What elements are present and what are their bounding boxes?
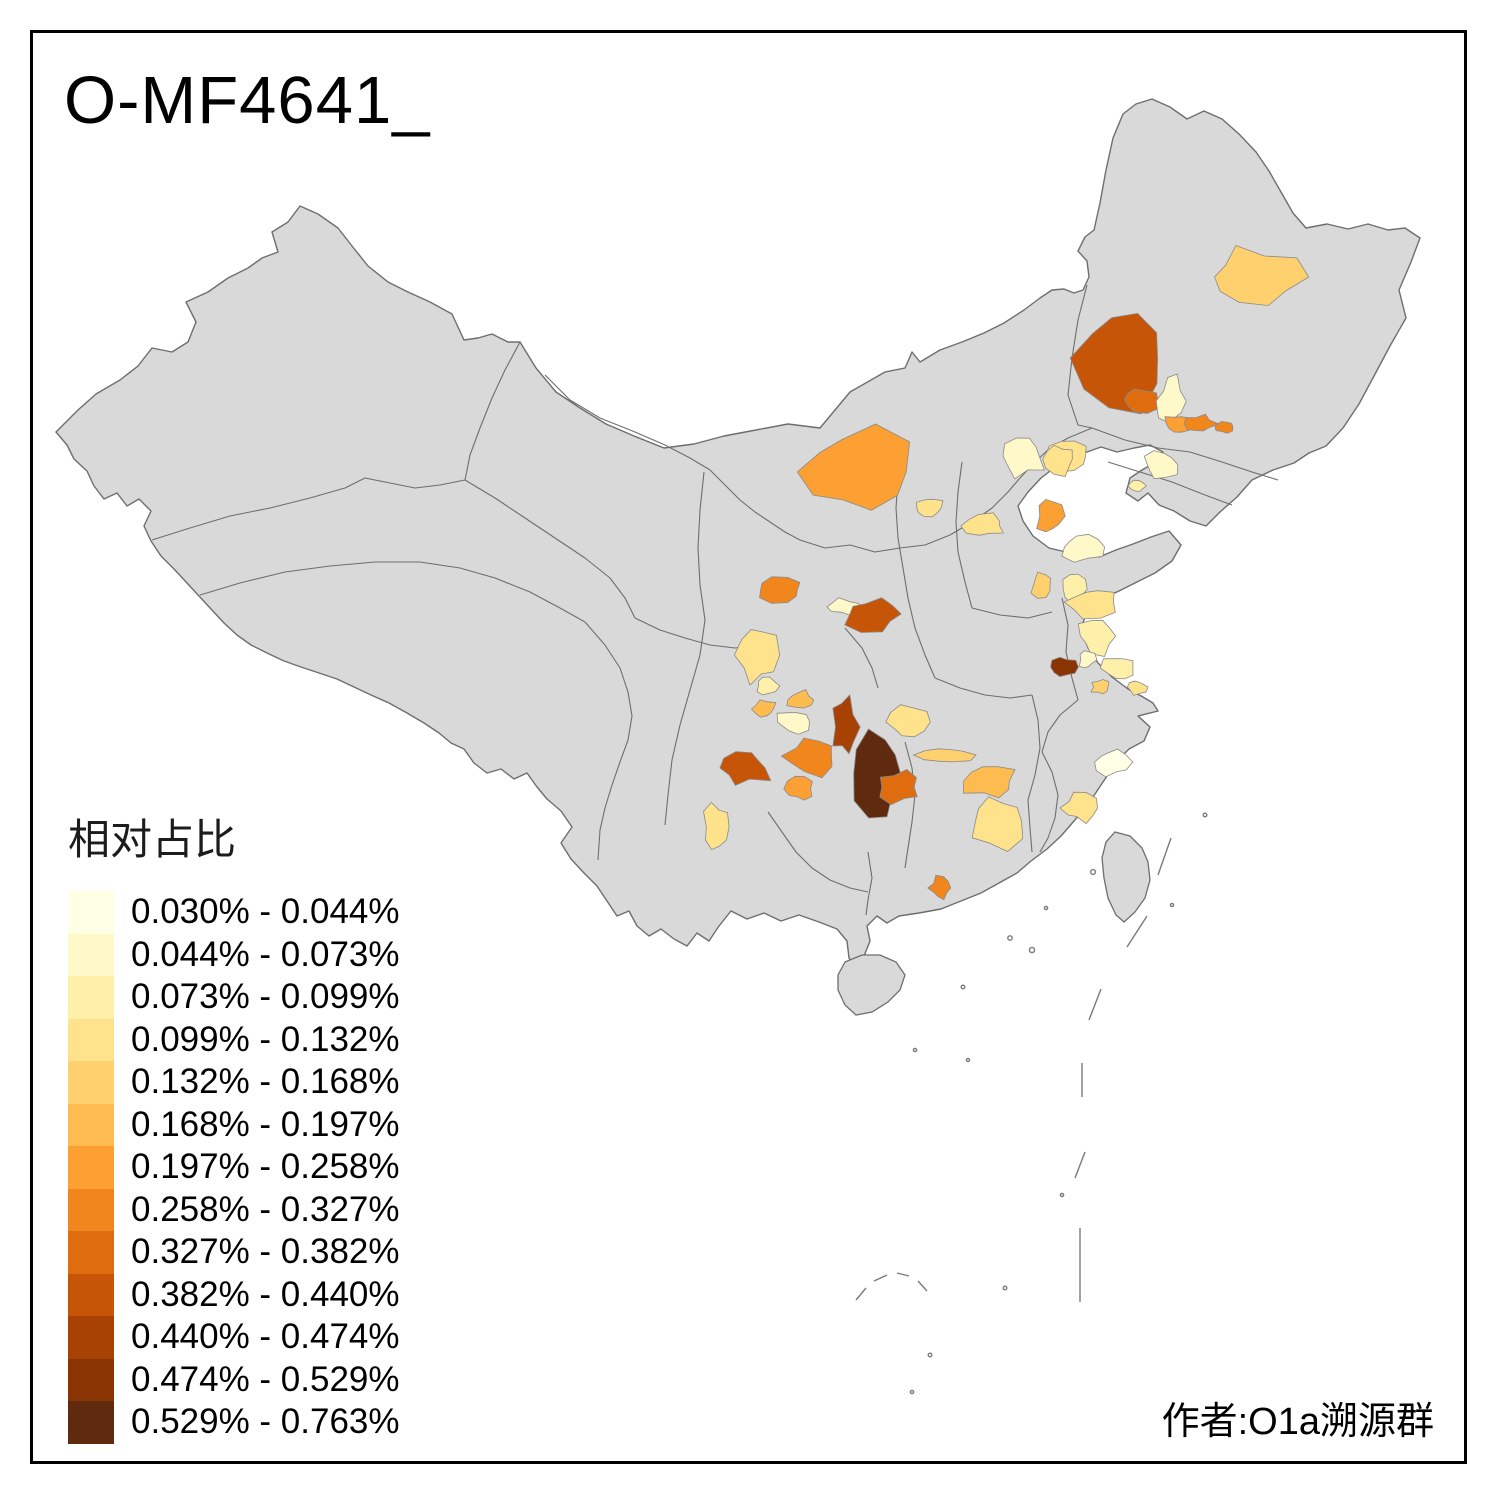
legend-label: 0.044% - 0.073% bbox=[131, 934, 400, 974]
legend-row: 0.382% - 0.440% bbox=[68, 1273, 400, 1316]
legend-swatch bbox=[68, 1401, 114, 1444]
legend-row: 0.073% - 0.099% bbox=[68, 976, 400, 1019]
attribution: 作者:O1a溯源群 bbox=[1161, 1401, 1434, 1443]
map-region bbox=[971, 796, 1024, 852]
legend-swatch bbox=[68, 891, 114, 934]
legend-swatch bbox=[68, 1061, 114, 1104]
legend-row: 0.044% - 0.073% bbox=[68, 933, 400, 976]
legend-row: 0.529% - 0.763% bbox=[68, 1401, 400, 1444]
map-region bbox=[962, 766, 1016, 799]
legend-swatch bbox=[68, 1316, 114, 1359]
map-region bbox=[1155, 373, 1187, 423]
legend-row: 0.258% - 0.327% bbox=[68, 1188, 400, 1231]
map-region bbox=[1063, 590, 1116, 620]
legend-swatch bbox=[68, 1358, 114, 1401]
map-region bbox=[912, 748, 977, 763]
legend: 相对占比 0.030% - 0.044% 0.044% - 0.073% 0.073… bbox=[68, 806, 400, 1444]
map-region bbox=[1099, 658, 1134, 680]
plot-title: O-MF4641_ bbox=[64, 63, 431, 138]
map-region bbox=[1214, 421, 1234, 434]
map-region bbox=[916, 498, 944, 518]
map-region bbox=[1042, 444, 1073, 477]
legend-row: 0.132% - 0.168% bbox=[68, 1061, 400, 1104]
legend-label: 0.529% - 0.763% bbox=[131, 1402, 400, 1442]
map-region bbox=[1061, 533, 1106, 563]
legend-swatch bbox=[68, 1273, 114, 1316]
map-region bbox=[1078, 650, 1098, 669]
map-region bbox=[1126, 680, 1149, 696]
map-region bbox=[1030, 571, 1052, 599]
map-region bbox=[796, 423, 911, 511]
legend-swatch bbox=[68, 933, 114, 976]
legend-label: 0.073% - 0.099% bbox=[131, 977, 400, 1017]
legend-row: 0.474% - 0.529% bbox=[68, 1358, 400, 1401]
legend-label: 0.030% - 0.044% bbox=[131, 892, 400, 932]
legend-label: 0.168% - 0.197% bbox=[131, 1104, 400, 1144]
legend-row: 0.168% - 0.197% bbox=[68, 1103, 400, 1146]
map-region bbox=[1077, 619, 1117, 657]
map-region bbox=[719, 751, 772, 786]
legend-swatch bbox=[68, 976, 114, 1019]
map-region bbox=[1050, 656, 1079, 678]
map-region bbox=[879, 769, 918, 806]
legend-swatch bbox=[68, 1231, 114, 1274]
province-borders bbox=[151, 284, 1279, 916]
map-region bbox=[1214, 245, 1310, 306]
legend-row: 0.327% - 0.382% bbox=[68, 1231, 400, 1274]
legend-label: 0.474% - 0.529% bbox=[131, 1359, 400, 1399]
colored-regions bbox=[703, 245, 1310, 901]
map-region bbox=[783, 775, 813, 801]
map-region bbox=[832, 694, 861, 755]
legend-swatch bbox=[68, 1103, 114, 1146]
legend-row: 0.197% - 0.258% bbox=[68, 1146, 400, 1189]
map-region bbox=[1090, 679, 1110, 695]
legend-label: 0.197% - 0.258% bbox=[131, 1147, 400, 1187]
map-region bbox=[733, 629, 781, 686]
legend-swatch bbox=[68, 1018, 114, 1061]
map-region bbox=[844, 597, 902, 633]
map-region bbox=[780, 737, 833, 779]
map-region bbox=[1183, 413, 1221, 432]
map-region bbox=[1124, 388, 1160, 414]
map-region bbox=[750, 699, 777, 718]
map-region bbox=[759, 576, 801, 604]
hainan-island bbox=[837, 954, 906, 1016]
map-region bbox=[1036, 498, 1066, 533]
map-region bbox=[927, 874, 952, 901]
legend-label: 0.132% - 0.168% bbox=[131, 1062, 400, 1102]
legend-label: 0.440% - 0.474% bbox=[131, 1317, 400, 1357]
legend-label: 0.382% - 0.440% bbox=[131, 1274, 400, 1314]
legend-swatch bbox=[68, 1188, 114, 1231]
legend-rows: 0.030% - 0.044% 0.044% - 0.073% 0.073% - 0… bbox=[68, 891, 400, 1444]
legend-row: 0.030% - 0.044% bbox=[68, 891, 400, 934]
legend-label: 0.327% - 0.382% bbox=[131, 1232, 400, 1272]
map-region bbox=[1059, 791, 1099, 825]
legend-row: 0.440% - 0.474% bbox=[68, 1316, 400, 1359]
map-region bbox=[756, 676, 781, 696]
legend-swatch bbox=[68, 1146, 114, 1189]
sea-marks bbox=[855, 812, 1208, 1395]
map-region bbox=[1002, 437, 1045, 480]
map-region bbox=[1127, 479, 1148, 492]
legend-title: 相对占比 bbox=[68, 816, 237, 863]
map-region bbox=[885, 704, 931, 738]
legend-label: 0.258% - 0.327% bbox=[131, 1189, 400, 1229]
taiwan-island bbox=[1101, 831, 1151, 923]
map-region bbox=[960, 512, 1004, 536]
map-region bbox=[1094, 748, 1134, 778]
map-region bbox=[786, 688, 815, 709]
map-region bbox=[703, 801, 730, 851]
legend-label: 0.099% - 0.132% bbox=[131, 1019, 400, 1059]
map-region bbox=[1143, 450, 1179, 480]
map-region bbox=[776, 712, 811, 735]
legend-row: 0.099% - 0.132% bbox=[68, 1018, 400, 1061]
